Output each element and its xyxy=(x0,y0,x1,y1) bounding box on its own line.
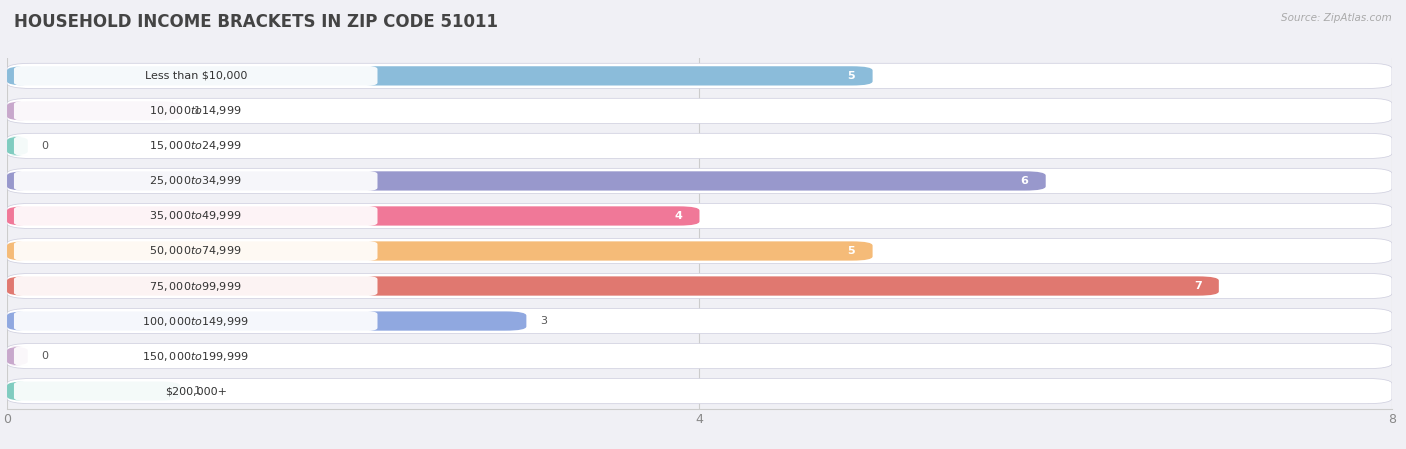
FancyBboxPatch shape xyxy=(7,66,873,85)
Text: Source: ZipAtlas.com: Source: ZipAtlas.com xyxy=(1281,13,1392,23)
Text: 3: 3 xyxy=(540,316,547,326)
Text: $150,000 to $199,999: $150,000 to $199,999 xyxy=(142,350,249,362)
FancyBboxPatch shape xyxy=(7,101,180,120)
Text: 1: 1 xyxy=(194,106,201,116)
FancyBboxPatch shape xyxy=(7,312,526,330)
Text: $50,000 to $74,999: $50,000 to $74,999 xyxy=(149,245,242,257)
Text: 0: 0 xyxy=(42,351,49,361)
Text: $100,000 to $149,999: $100,000 to $149,999 xyxy=(142,315,249,327)
Text: $15,000 to $24,999: $15,000 to $24,999 xyxy=(149,140,242,152)
FancyBboxPatch shape xyxy=(7,379,1392,404)
Text: 4: 4 xyxy=(675,211,682,221)
FancyBboxPatch shape xyxy=(7,172,1046,190)
FancyBboxPatch shape xyxy=(7,242,873,260)
FancyBboxPatch shape xyxy=(14,276,377,296)
FancyBboxPatch shape xyxy=(7,203,1392,229)
FancyBboxPatch shape xyxy=(7,347,28,365)
FancyBboxPatch shape xyxy=(14,66,377,86)
Text: $25,000 to $34,999: $25,000 to $34,999 xyxy=(149,175,242,187)
Text: $10,000 to $14,999: $10,000 to $14,999 xyxy=(149,105,242,117)
FancyBboxPatch shape xyxy=(7,63,1392,88)
Text: HOUSEHOLD INCOME BRACKETS IN ZIP CODE 51011: HOUSEHOLD INCOME BRACKETS IN ZIP CODE 51… xyxy=(14,13,498,31)
FancyBboxPatch shape xyxy=(7,277,1219,295)
FancyBboxPatch shape xyxy=(7,273,1392,299)
FancyBboxPatch shape xyxy=(14,346,377,366)
FancyBboxPatch shape xyxy=(14,206,377,226)
FancyBboxPatch shape xyxy=(7,238,1392,264)
Text: $200,000+: $200,000+ xyxy=(165,386,226,396)
FancyBboxPatch shape xyxy=(7,382,180,401)
FancyBboxPatch shape xyxy=(7,207,700,225)
Text: 5: 5 xyxy=(848,71,855,81)
Text: Less than $10,000: Less than $10,000 xyxy=(145,71,247,81)
Text: 1: 1 xyxy=(194,386,201,396)
Text: $75,000 to $99,999: $75,000 to $99,999 xyxy=(149,280,242,292)
Text: 5: 5 xyxy=(848,246,855,256)
FancyBboxPatch shape xyxy=(7,136,28,155)
FancyBboxPatch shape xyxy=(7,133,1392,158)
FancyBboxPatch shape xyxy=(14,311,377,331)
FancyBboxPatch shape xyxy=(14,171,377,191)
Text: 0: 0 xyxy=(42,141,49,151)
FancyBboxPatch shape xyxy=(14,241,377,261)
Text: 6: 6 xyxy=(1021,176,1028,186)
FancyBboxPatch shape xyxy=(14,136,377,156)
Text: 7: 7 xyxy=(1194,281,1202,291)
FancyBboxPatch shape xyxy=(14,381,377,401)
FancyBboxPatch shape xyxy=(7,343,1392,369)
FancyBboxPatch shape xyxy=(7,308,1392,334)
FancyBboxPatch shape xyxy=(14,101,377,121)
Text: $35,000 to $49,999: $35,000 to $49,999 xyxy=(149,210,242,222)
FancyBboxPatch shape xyxy=(7,98,1392,123)
FancyBboxPatch shape xyxy=(7,168,1392,194)
